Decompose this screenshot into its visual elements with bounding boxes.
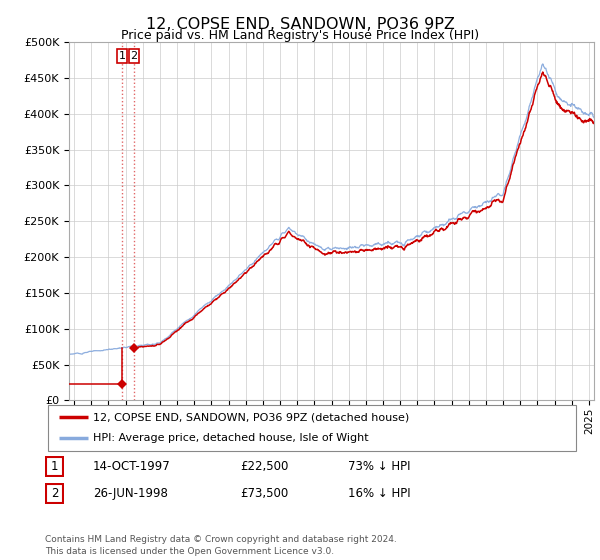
Text: £22,500: £22,500 (240, 460, 289, 473)
Text: £73,500: £73,500 (240, 487, 288, 500)
Text: Contains HM Land Registry data © Crown copyright and database right 2024.
This d: Contains HM Land Registry data © Crown c… (45, 535, 397, 556)
FancyBboxPatch shape (46, 484, 63, 503)
Text: 1: 1 (51, 460, 58, 473)
Text: 12, COPSE END, SANDOWN, PO36 9PZ (detached house): 12, COPSE END, SANDOWN, PO36 9PZ (detach… (93, 412, 409, 422)
FancyBboxPatch shape (46, 457, 63, 476)
Text: 14-OCT-1997: 14-OCT-1997 (93, 460, 171, 473)
Text: 73% ↓ HPI: 73% ↓ HPI (348, 460, 410, 473)
Text: 12, COPSE END, SANDOWN, PO36 9PZ: 12, COPSE END, SANDOWN, PO36 9PZ (146, 17, 454, 32)
Text: Price paid vs. HM Land Registry's House Price Index (HPI): Price paid vs. HM Land Registry's House … (121, 29, 479, 42)
Text: 16% ↓ HPI: 16% ↓ HPI (348, 487, 410, 500)
Text: HPI: Average price, detached house, Isle of Wight: HPI: Average price, detached house, Isle… (93, 433, 368, 444)
Text: 2: 2 (130, 51, 137, 61)
Text: 26-JUN-1998: 26-JUN-1998 (93, 487, 168, 500)
Text: 2: 2 (51, 487, 58, 500)
FancyBboxPatch shape (48, 405, 576, 451)
Text: 1: 1 (119, 51, 125, 61)
